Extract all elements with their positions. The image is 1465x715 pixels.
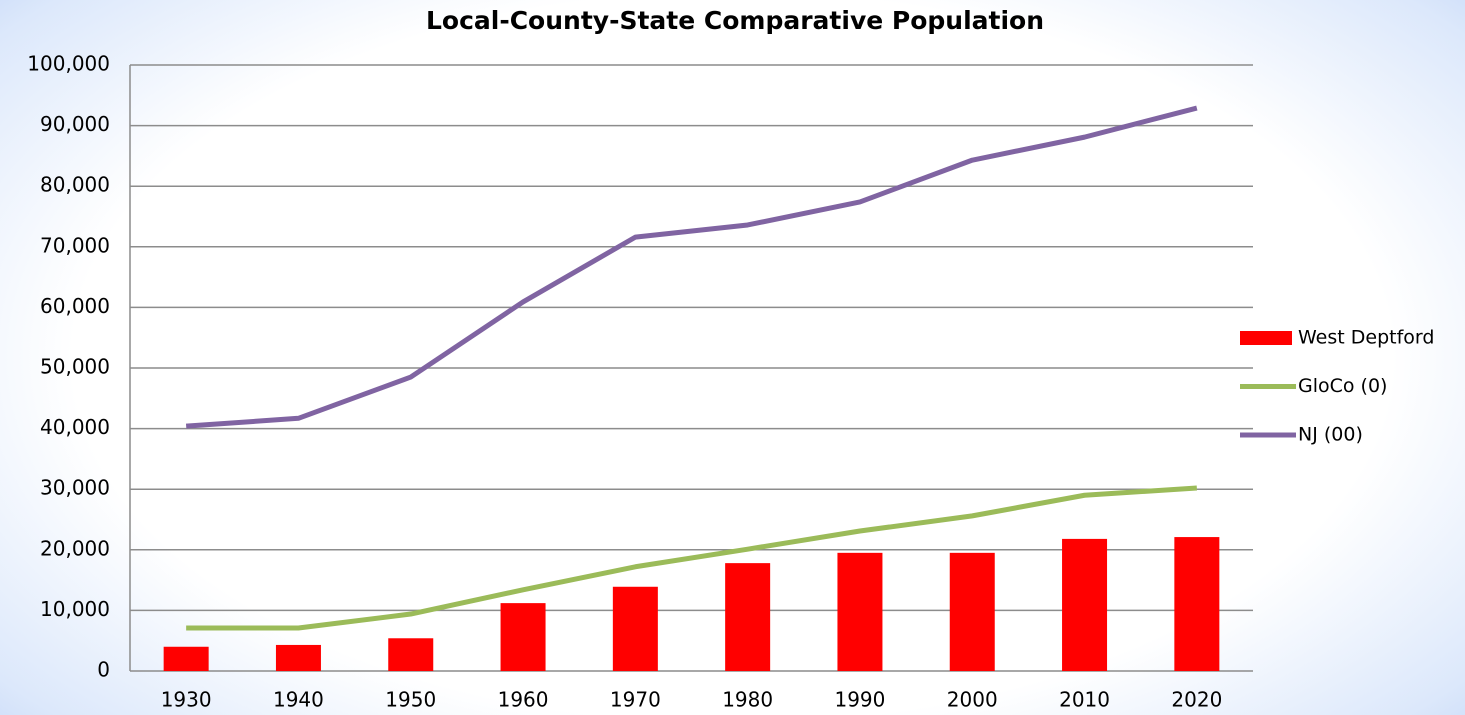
legend-swatch — [1240, 331, 1292, 345]
y-tick-label: 80,000 — [40, 173, 110, 197]
x-tick-label: 2000 — [947, 688, 998, 712]
bar — [500, 603, 546, 671]
x-tick-label: 1960 — [498, 688, 549, 712]
y-tick-label: 10,000 — [40, 597, 110, 621]
y-tick-label: 100,000 — [27, 52, 110, 76]
bar — [388, 638, 434, 671]
y-tick-label: 60,000 — [40, 294, 110, 318]
bar — [275, 644, 321, 671]
y-tick-label: 20,000 — [40, 536, 110, 560]
x-tick-label: 1950 — [385, 688, 436, 712]
x-tick-label: 2010 — [1059, 688, 1110, 712]
legend-label: West Deptford — [1298, 327, 1434, 349]
y-tick-label: 0 — [97, 658, 110, 682]
bar — [1062, 538, 1108, 671]
bar — [725, 563, 771, 671]
x-tick-label: 1990 — [834, 688, 885, 712]
line — [185, 105, 1198, 429]
y-tick-label: 90,000 — [40, 112, 110, 136]
x-tick-label: 1940 — [273, 688, 324, 712]
bar — [163, 646, 209, 671]
chart-title: Local-County-State Comparative Populatio… — [426, 6, 1044, 35]
bar — [949, 552, 995, 671]
bar — [612, 586, 658, 671]
x-tick-label: 1970 — [610, 688, 661, 712]
bar — [1174, 537, 1220, 671]
legend-label: NJ (00) — [1298, 424, 1363, 446]
y-tick-label: 40,000 — [40, 415, 110, 439]
x-tick-label: 1980 — [722, 688, 773, 712]
y-tick-label: 30,000 — [40, 476, 110, 500]
y-tick-label: 70,000 — [40, 233, 110, 257]
legend-label: GloCo (0) — [1298, 375, 1387, 397]
y-tick-label: 50,000 — [40, 355, 110, 379]
line — [186, 485, 1198, 631]
x-tick-label: 2020 — [1171, 688, 1222, 712]
bar — [837, 552, 883, 671]
x-tick-label: 1930 — [161, 688, 212, 712]
